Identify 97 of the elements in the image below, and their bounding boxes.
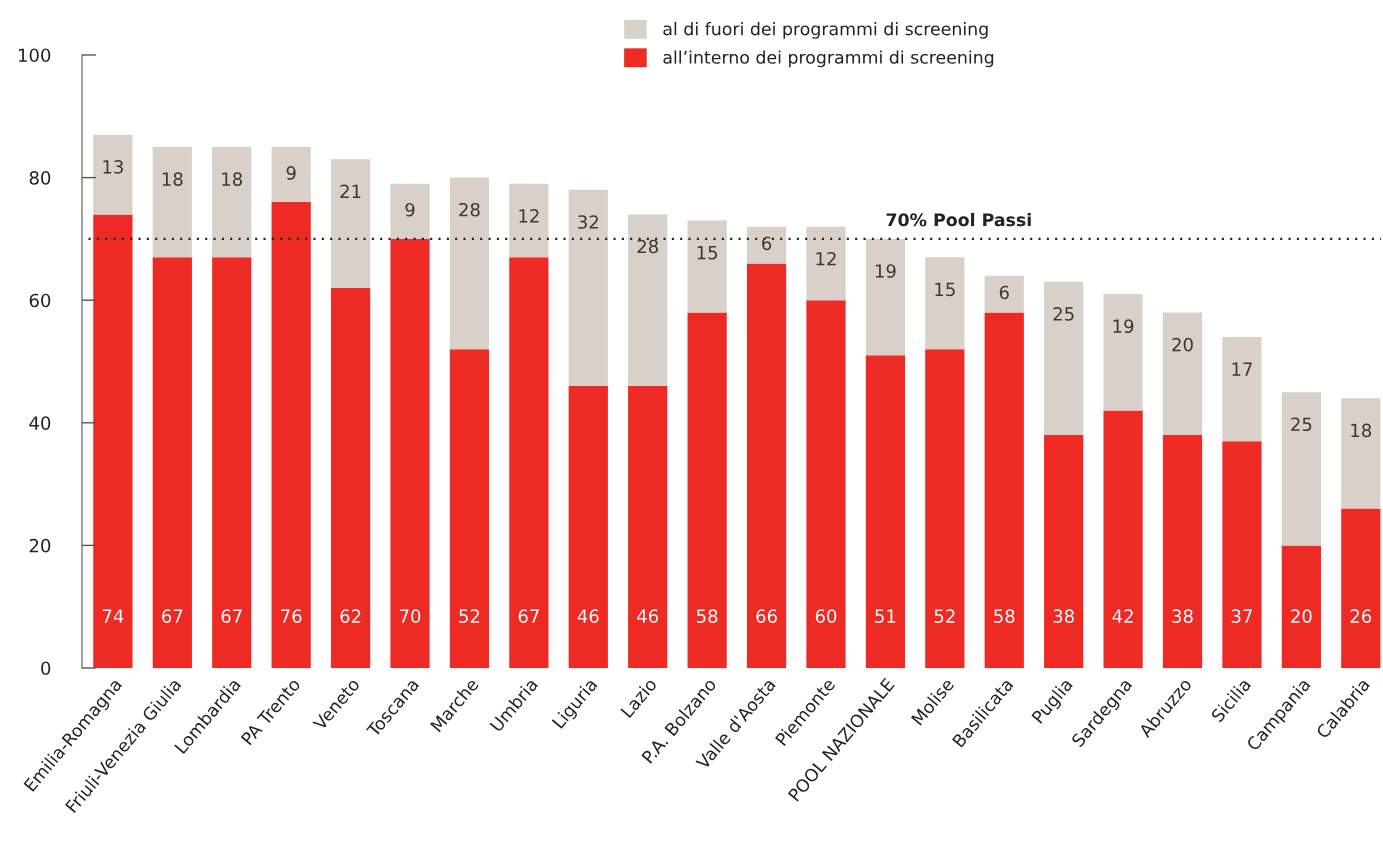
bar <box>865 355 906 668</box>
bar <box>1044 281 1084 436</box>
bar <box>865 238 906 356</box>
y-tick-label: 80 <box>29 171 51 185</box>
bar <box>1341 508 1381 668</box>
data-label: 21 <box>340 184 361 198</box>
data-label: 62 <box>340 609 361 623</box>
bar <box>568 189 608 387</box>
legend-label: al di fuori dei programmi di screening <box>663 21 988 39</box>
bar <box>687 220 727 313</box>
data-label: 18 <box>222 172 242 186</box>
bar <box>390 183 430 239</box>
data-label: 32 <box>578 215 598 229</box>
bar <box>1222 441 1262 668</box>
bar <box>568 386 608 668</box>
y-tick-label: 0 <box>41 661 51 676</box>
bar <box>509 257 549 668</box>
data-label: 67 <box>162 609 183 623</box>
data-label: 9 <box>405 202 415 217</box>
bar <box>93 214 133 668</box>
data-label: 17 <box>1232 362 1252 376</box>
bar <box>687 312 727 668</box>
bar <box>93 134 133 215</box>
data-label: 58 <box>994 609 1015 623</box>
bar <box>390 238 430 668</box>
data-label: 52 <box>934 609 955 623</box>
data-label: 46 <box>577 609 599 623</box>
bar <box>984 275 1024 313</box>
bar <box>1162 312 1203 436</box>
data-label: 67 <box>221 609 242 623</box>
data-label: 74 <box>102 609 124 623</box>
data-label: 70 <box>400 609 421 623</box>
bar <box>152 257 192 668</box>
data-label: 25 <box>1053 307 1074 321</box>
bar <box>1103 294 1143 411</box>
y-tick-label: 60 <box>29 293 51 308</box>
bar <box>746 226 787 264</box>
data-label: 42 <box>1112 609 1133 623</box>
data-label: 38 <box>1053 609 1074 623</box>
data-label: 67 <box>518 609 539 623</box>
data-label: 37 <box>1231 609 1252 623</box>
data-label: 6 <box>999 285 1009 300</box>
bar <box>449 177 490 350</box>
data-label: 76 <box>281 609 302 623</box>
bar <box>925 257 965 350</box>
data-label: 9 <box>286 166 296 180</box>
bar <box>509 183 549 258</box>
data-label: 6 <box>762 236 772 251</box>
data-label: 18 <box>1351 423 1372 438</box>
data-label: 66 <box>756 609 777 623</box>
ref-line-label: 70% Pool Passi <box>886 212 1031 227</box>
bar <box>1044 435 1084 668</box>
bar <box>1162 435 1203 668</box>
legend-label: all’interno dei programmi di screening <box>663 50 994 68</box>
y-tick-label: 40 <box>29 416 51 430</box>
y-tick-label: 20 <box>29 538 51 553</box>
data-label: 51 <box>875 609 896 623</box>
bar <box>806 300 846 668</box>
bar <box>271 146 311 203</box>
data-label: 20 <box>1172 337 1193 352</box>
bar <box>330 287 371 668</box>
data-label: 15 <box>697 246 718 260</box>
bar <box>1281 545 1321 668</box>
data-label: 19 <box>875 264 896 278</box>
data-label: 18 <box>162 172 183 186</box>
data-label: 20 <box>1291 609 1312 623</box>
data-label: 28 <box>459 202 480 217</box>
bar <box>271 202 311 668</box>
data-label: 12 <box>519 209 539 223</box>
data-label: 60 <box>815 609 837 623</box>
data-label: 19 <box>1113 319 1134 334</box>
data-label: 46 <box>637 609 659 623</box>
data-label: 26 <box>1350 609 1372 623</box>
data-label: 25 <box>1291 417 1312 432</box>
bar <box>212 146 252 258</box>
bar <box>984 312 1024 668</box>
data-label: 28 <box>637 239 658 254</box>
y-tick-label: 100 <box>18 48 51 63</box>
bar <box>628 386 668 668</box>
data-label: 12 <box>816 251 836 266</box>
bar <box>212 257 252 668</box>
bar <box>1341 398 1381 509</box>
data-label: 15 <box>935 282 955 297</box>
bar <box>1222 336 1262 442</box>
bar <box>1281 392 1321 546</box>
bar <box>1103 410 1143 668</box>
data-label: 52 <box>459 609 480 623</box>
bar <box>628 214 668 387</box>
bar <box>152 146 192 258</box>
bar <box>746 263 787 668</box>
data-label: 58 <box>697 609 718 623</box>
bar <box>449 349 490 668</box>
bar <box>806 226 846 301</box>
data-label: 13 <box>103 159 123 174</box>
bar <box>330 159 371 288</box>
data-label: 38 <box>1172 609 1193 623</box>
bar <box>925 349 965 668</box>
